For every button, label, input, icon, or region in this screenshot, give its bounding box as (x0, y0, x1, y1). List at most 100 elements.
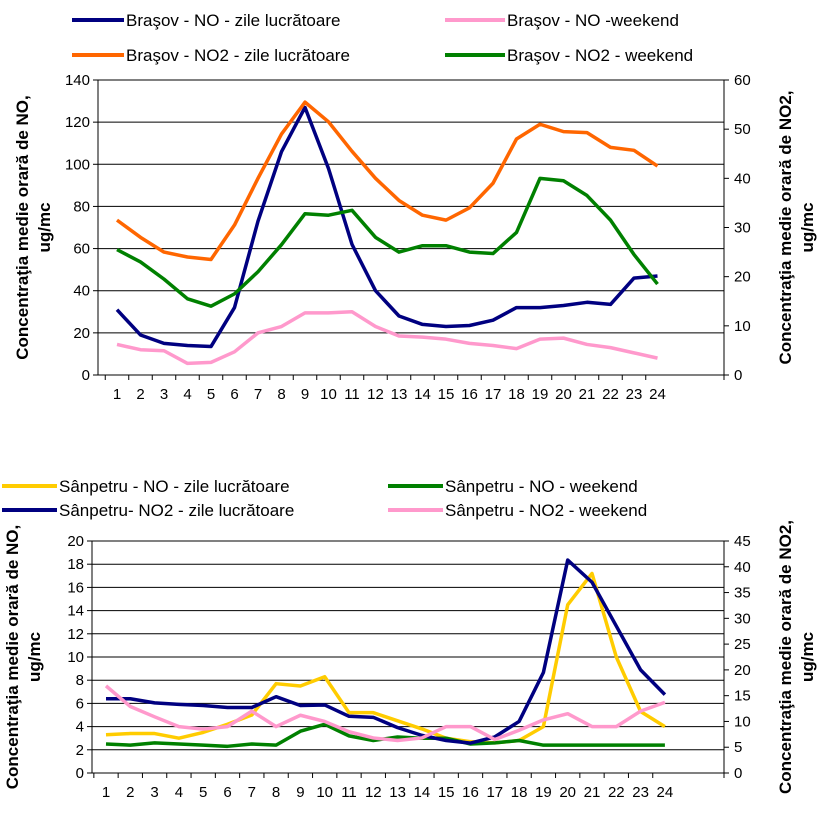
y-tick-label-left: 16 (67, 579, 84, 596)
legend-label: Sânpetru- NO2 - zile lucrătoare (59, 501, 294, 520)
x-tick-label: 7 (254, 386, 262, 403)
x-tick-label: 18 (511, 784, 528, 801)
y-tick-label-right: 35 (734, 585, 751, 602)
x-tick-label: 11 (344, 386, 360, 403)
legend-label: Sânpetru - NO - zile lucrătoare (59, 477, 290, 496)
y-tick-label-left: 12 (67, 626, 84, 643)
x-tick-label: 13 (389, 784, 406, 801)
x-tick-label: 8 (277, 386, 285, 403)
x-tick-label: 10 (320, 386, 337, 403)
x-tick-label: 6 (230, 386, 238, 403)
y-tick-label-right: 50 (734, 121, 751, 138)
y-tick-label-left: 100 (65, 156, 90, 173)
x-tick-label: 17 (485, 386, 502, 403)
y-tick-label-right: 10 (734, 713, 751, 730)
y-tick-label-left: 18 (67, 556, 84, 573)
x-tick-label: 13 (391, 386, 408, 403)
legend-label: Sânpetru - NO2 - weekend (445, 501, 647, 520)
x-tick-label: 12 (365, 784, 382, 801)
x-tick-label: 3 (160, 386, 168, 403)
x-tick-label: 1 (102, 784, 110, 801)
x-tick-label: 16 (461, 386, 478, 403)
y-tick-label-right: 60 (734, 72, 751, 89)
x-tick-label: 22 (608, 784, 625, 801)
x-tick-label: 17 (486, 784, 503, 801)
x-tick-label: 4 (175, 784, 183, 801)
x-tick-label: 23 (632, 784, 649, 801)
x-tick-label: 20 (555, 386, 572, 403)
x-tick-label: 23 (626, 386, 643, 403)
x-tick-label: 2 (136, 386, 144, 403)
x-tick-label: 20 (559, 784, 576, 801)
x-tick-label: 24 (657, 784, 674, 801)
y-tick-label-left: 10 (67, 649, 84, 666)
legend-label: Sânpetru - NO - weekend (445, 477, 638, 496)
y-tick-label-right: 0 (734, 765, 742, 782)
x-tick-label: 5 (207, 386, 215, 403)
y-tick-label-right: 15 (734, 688, 751, 705)
x-tick-label: 6 (223, 784, 231, 801)
x-tick-label: 14 (414, 784, 431, 801)
y-tick-label-left: 2 (76, 742, 84, 759)
x-tick-label: 9 (296, 784, 304, 801)
x-tick-label: 15 (438, 784, 455, 801)
series-line-4 (104, 684, 666, 743)
x-tick-label: 21 (584, 784, 601, 801)
y-tick-label-left: 20 (73, 325, 90, 342)
y-tick-label-right: 45 (734, 533, 751, 550)
legend-label: Braşov - NO2 - weekend (507, 46, 693, 65)
legend-label: Braşov - NO -weekend (507, 11, 679, 30)
y-tick-label-right: 30 (734, 220, 751, 237)
y-tick-label-left: 4 (76, 719, 84, 736)
y-axis-title-left: Concentraţia medie orară de NO, ug/mc (3, 525, 44, 790)
y-tick-label-left: 0 (76, 765, 84, 782)
y-tick-label-left: 80 (73, 198, 90, 215)
y-tick-label-right: 0 (734, 367, 742, 384)
y-axis-title-right: Concentraţia medie orară de NO2, ug/mc (776, 91, 817, 365)
y-tick-label-left: 120 (65, 114, 90, 131)
y-tick-label-right: 40 (734, 559, 751, 576)
x-tick-label: 9 (301, 386, 309, 403)
series-line-3 (106, 558, 667, 745)
series-line-4 (116, 176, 659, 308)
y-tick-label-right: 40 (734, 170, 751, 187)
x-tick-label: 11 (341, 784, 357, 801)
x-tick-label: 3 (150, 784, 158, 801)
y-axis-title-left: Concentraţia medie orară de NO, ug/mc (13, 95, 54, 360)
x-tick-label: 8 (272, 784, 280, 801)
x-tick-label: 2 (126, 784, 134, 801)
y-tick-label-right: 20 (734, 269, 751, 286)
y-tick-label-left: 8 (76, 672, 84, 689)
y-tick-label-left: 40 (73, 283, 90, 300)
y-tick-label-left: 6 (76, 695, 84, 712)
x-tick-label: 15 (438, 386, 455, 403)
y-axis-title-right: Concentraţia medie orară de NO2, ug/mc (776, 520, 817, 794)
y-tick-label-right: 5 (734, 739, 742, 756)
y-tick-label-left: 14 (67, 603, 84, 620)
series-line-3 (115, 100, 659, 262)
series-line-1 (115, 105, 658, 349)
x-tick-label: 10 (316, 784, 333, 801)
x-tick-label: 14 (414, 386, 431, 403)
y-tick-label-left: 0 (82, 367, 90, 384)
x-tick-label: 12 (367, 386, 384, 403)
y-tick-label-right: 10 (734, 318, 751, 335)
legend-label: Braşov - NO2 - zile lucrătoare (126, 46, 350, 65)
y-tick-label-right: 20 (734, 662, 751, 679)
x-tick-label: 22 (602, 386, 619, 403)
x-tick-label: 21 (579, 386, 596, 403)
x-tick-label: 1 (113, 386, 121, 403)
y-tick-label-left: 20 (67, 533, 84, 550)
x-tick-label: 19 (535, 784, 552, 801)
x-tick-label: 7 (248, 784, 256, 801)
y-tick-label-right: 25 (734, 636, 751, 653)
x-tick-label: 19 (532, 386, 549, 403)
x-tick-label: 16 (462, 784, 479, 801)
x-tick-label: 5 (199, 784, 207, 801)
legend-label: Braşov - NO - zile lucrătoare (126, 11, 340, 30)
x-tick-label: 18 (508, 386, 525, 403)
